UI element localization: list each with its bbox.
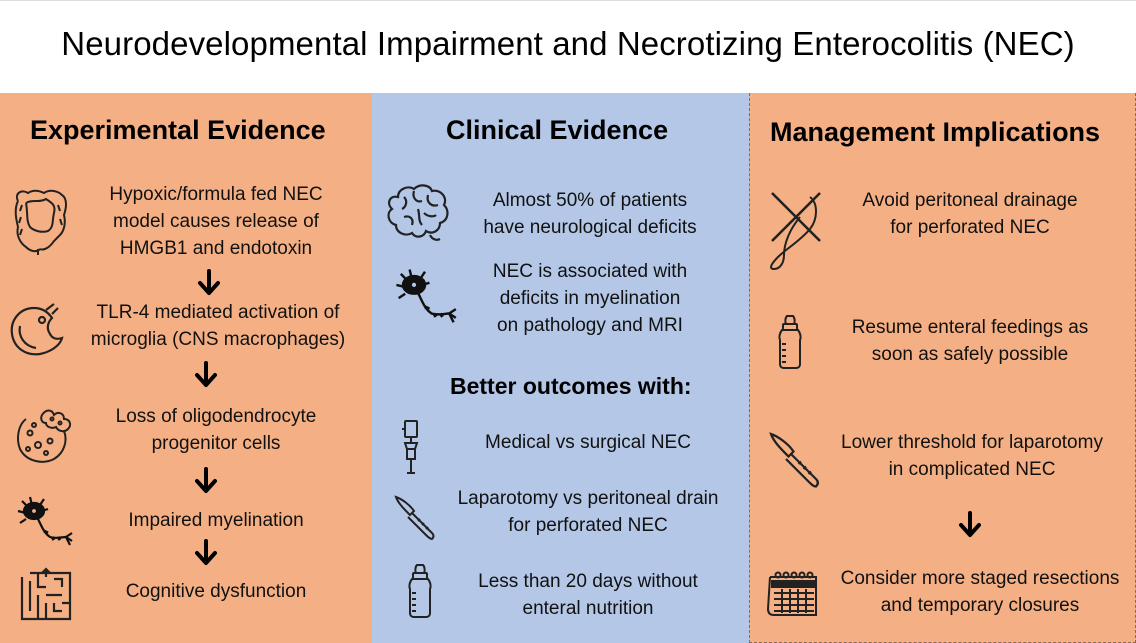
calendar-icon — [764, 569, 822, 621]
baby-bottle-icon — [776, 313, 804, 371]
experimental-evidence-column: Experimental Evidence Hypoxic/formula fe… — [0, 93, 372, 643]
neuron-icon — [14, 493, 74, 551]
neuron-icon — [392, 265, 458, 329]
exp-step-1-text: Hypoxic/formula fed NEC model causes rel… — [109, 184, 323, 259]
page-title: Neurodevelopmental Impairment and Necrot… — [61, 25, 1075, 62]
experimental-heading: Experimental Evidence — [30, 115, 326, 145]
management-item-2-text: Resume enteral feedings as soon as safel… — [851, 317, 1089, 365]
outcome-2-text: Laparotomy vs peritoneal drain for perfo… — [457, 488, 719, 536]
no-drain-icon — [766, 189, 826, 273]
down-arrow-icon — [957, 511, 983, 544]
down-arrow-icon — [193, 467, 219, 500]
exp-step-3-text: Loss of oligodendrocyte progenitor cells — [115, 406, 317, 454]
outcome-1-text: Medical vs surgical NEC — [485, 432, 691, 453]
microglia-icon — [6, 300, 68, 362]
better-outcomes-heading: Better outcomes with: — [450, 373, 692, 399]
outcome-3-text: Less than 20 days without enteral nutrit… — [478, 571, 698, 619]
cells-icon — [12, 405, 76, 467]
iv-drip-icon — [398, 419, 424, 477]
management-item-4-text: Consider more staged resections and temp… — [840, 568, 1120, 616]
down-arrow-icon — [193, 361, 219, 394]
exp-step-4-text: Impaired myelination — [128, 510, 304, 531]
down-arrow-icon — [196, 269, 222, 302]
scalpel-icon — [392, 493, 440, 541]
intestine-icon — [8, 185, 72, 257]
exp-step-2-text: TLR-4 mediated activation of microglia (… — [90, 302, 346, 350]
scalpel-icon — [766, 427, 826, 491]
brain-icon — [384, 183, 452, 243]
baby-bottle-icon — [406, 563, 434, 619]
exp-step-5-text: Cognitive dysfunction — [125, 581, 307, 602]
management-item-3-text: Lower threshold for laparotomy in compli… — [841, 432, 1103, 480]
down-arrow-icon — [193, 539, 219, 572]
clinical-evidence-column: Clinical Evidence Almost 50% of patients… — [372, 93, 749, 643]
clinical-item-1-text: Almost 50% of patients have neurological… — [483, 190, 697, 238]
clinical-heading: Clinical Evidence — [446, 115, 669, 145]
maze-brain-icon — [18, 567, 74, 625]
management-heading: Management Implications — [770, 117, 1101, 147]
clinical-item-2-text: NEC is associated with deficits in myeli… — [492, 261, 688, 336]
title-bar: Neurodevelopmental Impairment and Necrot… — [0, 0, 1136, 93]
management-item-1-text: Avoid peritoneal drainage for perforated… — [862, 190, 1078, 238]
management-implications-column: Management Implications Avoid peritoneal… — [749, 93, 1136, 643]
